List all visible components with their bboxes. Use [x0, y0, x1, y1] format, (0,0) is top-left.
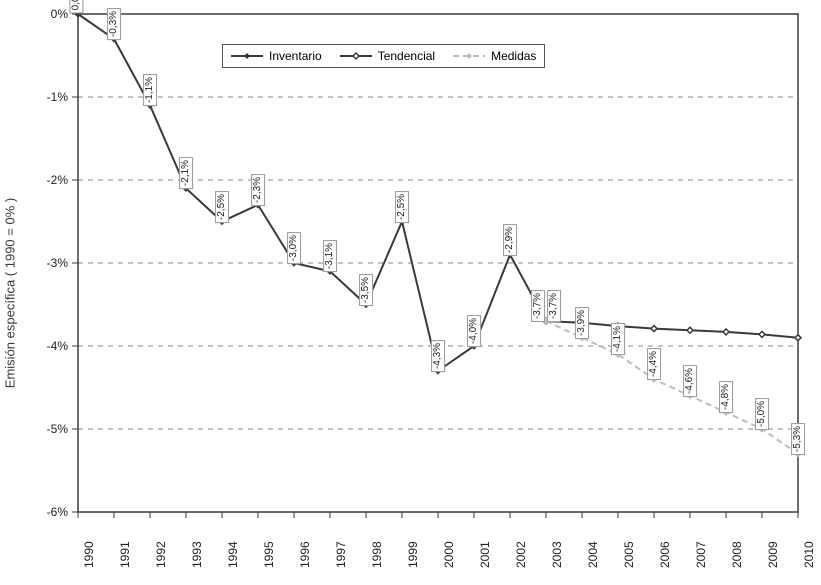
x-tick-label: 1992 [154, 541, 168, 568]
x-tick-label: 2002 [514, 541, 528, 568]
data-label: -4,3% [431, 340, 445, 372]
x-tick-label: 2008 [730, 541, 744, 568]
x-tick-label: 1991 [118, 541, 132, 568]
data-label: -4,6% [683, 365, 697, 397]
x-tick-label: 2003 [550, 541, 564, 568]
x-tick-label: 1993 [190, 541, 204, 568]
y-tick-label: -2% [34, 173, 68, 187]
legend-label: Inventario [269, 49, 322, 63]
y-axis-label: Emisión específica ( 1990 = 0% ) [3, 197, 18, 387]
data-label: 0,0% [69, 0, 83, 13]
data-label: -3,7% [531, 290, 545, 322]
x-tick-label: 2001 [478, 541, 492, 568]
legend-item: Tendencial [340, 49, 435, 63]
y-tick-label: -1% [34, 90, 68, 104]
legend-label: Tendencial [378, 49, 435, 63]
data-label: -2,1% [179, 157, 193, 189]
data-label: -5,3% [791, 423, 805, 455]
data-label: -4,0% [467, 315, 481, 347]
data-label: -1,1% [143, 74, 157, 106]
x-tick-label: 1997 [334, 541, 348, 568]
y-tick-label: -4% [34, 339, 68, 353]
legend-swatch [231, 50, 263, 62]
data-label: -4,1% [611, 323, 625, 355]
x-tick-label: 2007 [694, 541, 708, 568]
data-label: -3,9% [575, 307, 589, 339]
x-tick-label: 2006 [658, 541, 672, 568]
data-label: -0,3% [107, 8, 121, 40]
legend: Inventario Tendencial Medidas [222, 44, 545, 68]
x-tick-label: 1996 [298, 541, 312, 568]
emissions-chart: Emisión específica ( 1990 = 0% ) Inventa… [0, 0, 821, 585]
x-tick-label: 2004 [586, 541, 600, 568]
data-label: -3,1% [323, 240, 337, 272]
x-tick-label: 1999 [406, 541, 420, 568]
data-label: -2,9% [503, 224, 517, 256]
data-label: -4,4% [647, 348, 661, 380]
x-tick-label: 1994 [226, 541, 240, 568]
y-tick-label: -5% [34, 422, 68, 436]
data-label: -5,0% [755, 398, 769, 430]
data-label: -2,5% [395, 190, 409, 222]
y-tick-label: -6% [34, 505, 68, 519]
data-label: -3,7% [547, 290, 561, 322]
legend-swatch [340, 50, 372, 62]
legend-swatch [453, 50, 485, 62]
x-tick-label: 1998 [370, 541, 384, 568]
x-tick-label: 1995 [262, 541, 276, 568]
x-tick-label: 2010 [802, 541, 816, 568]
y-tick-label: -3% [34, 256, 68, 270]
legend-label: Medidas [491, 49, 536, 63]
data-label: -2,5% [215, 190, 229, 222]
x-tick-label: 2005 [622, 541, 636, 568]
legend-item: Medidas [453, 49, 536, 63]
legend-item: Inventario [231, 49, 322, 63]
x-tick-label: 1990 [82, 541, 96, 568]
plot-area [0, 0, 821, 585]
data-label: -2,3% [251, 174, 265, 206]
data-label: -3,0% [287, 232, 301, 264]
y-tick-label: 0% [34, 7, 68, 21]
x-tick-label: 2009 [766, 541, 780, 568]
x-tick-label: 2000 [442, 541, 456, 568]
data-label: -3,5% [359, 273, 373, 305]
data-label: -4,8% [719, 381, 733, 413]
